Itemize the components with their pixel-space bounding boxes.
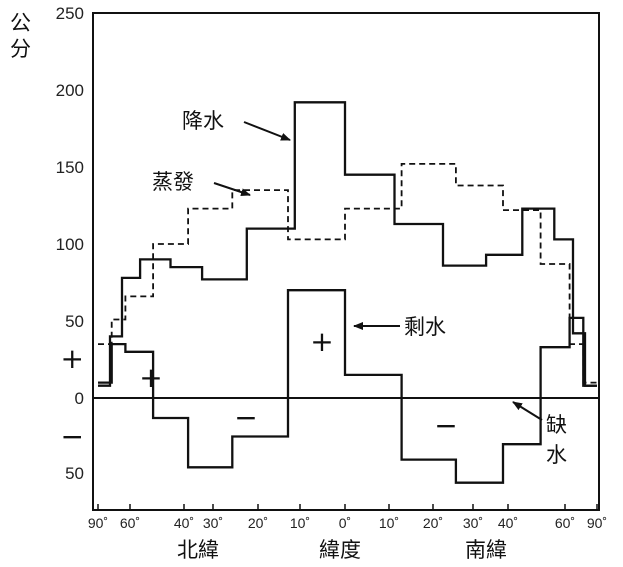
plot-frame [92, 12, 600, 511]
x-tick-label: 20˚ [248, 515, 268, 531]
arrow-precipitation [243, 121, 291, 141]
series-precipitation [98, 101, 597, 387]
x-tick-label: 0˚ [339, 515, 351, 531]
x-tick-label: 10˚ [290, 515, 310, 531]
x-tick-label: 90˚ [88, 515, 108, 531]
y-tick-0: 0 [75, 389, 84, 408]
arrow-deficit [512, 401, 543, 421]
y-tick-250: 250 [56, 4, 84, 23]
x-tick-label: 10˚ [379, 515, 399, 531]
label-deficit-2: 水 [546, 443, 567, 467]
x-tick-label: 90˚ [587, 515, 607, 531]
y-axis-title-2: 分 [10, 37, 31, 61]
label-surplus: 剩水 [404, 315, 446, 339]
y-tick-200: 200 [56, 81, 84, 100]
x-group-south: 南緯 [465, 538, 507, 562]
x-tick-label: 40˚ [174, 515, 194, 531]
y-tick-labels: 0 50 100 150 200 250 [56, 4, 84, 408]
x-tick-label: 30˚ [203, 515, 223, 531]
series-evaporation [98, 163, 597, 384]
x-tick-label: 60˚ [120, 515, 140, 531]
y-sign-minus: − [61, 420, 84, 453]
label-deficit-1: 缺 [546, 413, 567, 437]
sign-plus-north: + [139, 361, 162, 394]
y-tick-100: 100 [56, 235, 84, 254]
x-tick-label: 60˚ [555, 515, 575, 531]
x-tick-label: 30˚ [463, 515, 483, 531]
label-evaporation: 蒸發 [152, 170, 194, 194]
x-group-latitude: 緯度 [319, 538, 361, 562]
y-tick-150: 150 [56, 158, 84, 177]
x-tick-labels: 90˚ 60˚ 40˚ 30˚ 20˚ 10˚ 0˚ 10˚ 20˚ 30˚ 40˚ 60˚ 90˚ [88, 504, 607, 531]
y-tick-50: 50 [65, 312, 84, 331]
x-tick-label: 20˚ [423, 515, 443, 531]
sign-minus-north: − [234, 401, 257, 434]
series-surplus-deficit [98, 289, 597, 484]
x-tick-label: 40˚ [498, 515, 518, 531]
sign-minus-south: − [434, 409, 457, 442]
x-group-north: 北緯 [177, 538, 219, 562]
y-axis-title: 公 [10, 11, 31, 35]
sign-plus-equator: + [310, 325, 333, 358]
y-sign-plus: + [61, 342, 84, 375]
arrow-evaporation [213, 182, 251, 196]
y-tick-lower-50: 50 [65, 464, 84, 483]
label-precipitation: 降水 [182, 109, 224, 133]
